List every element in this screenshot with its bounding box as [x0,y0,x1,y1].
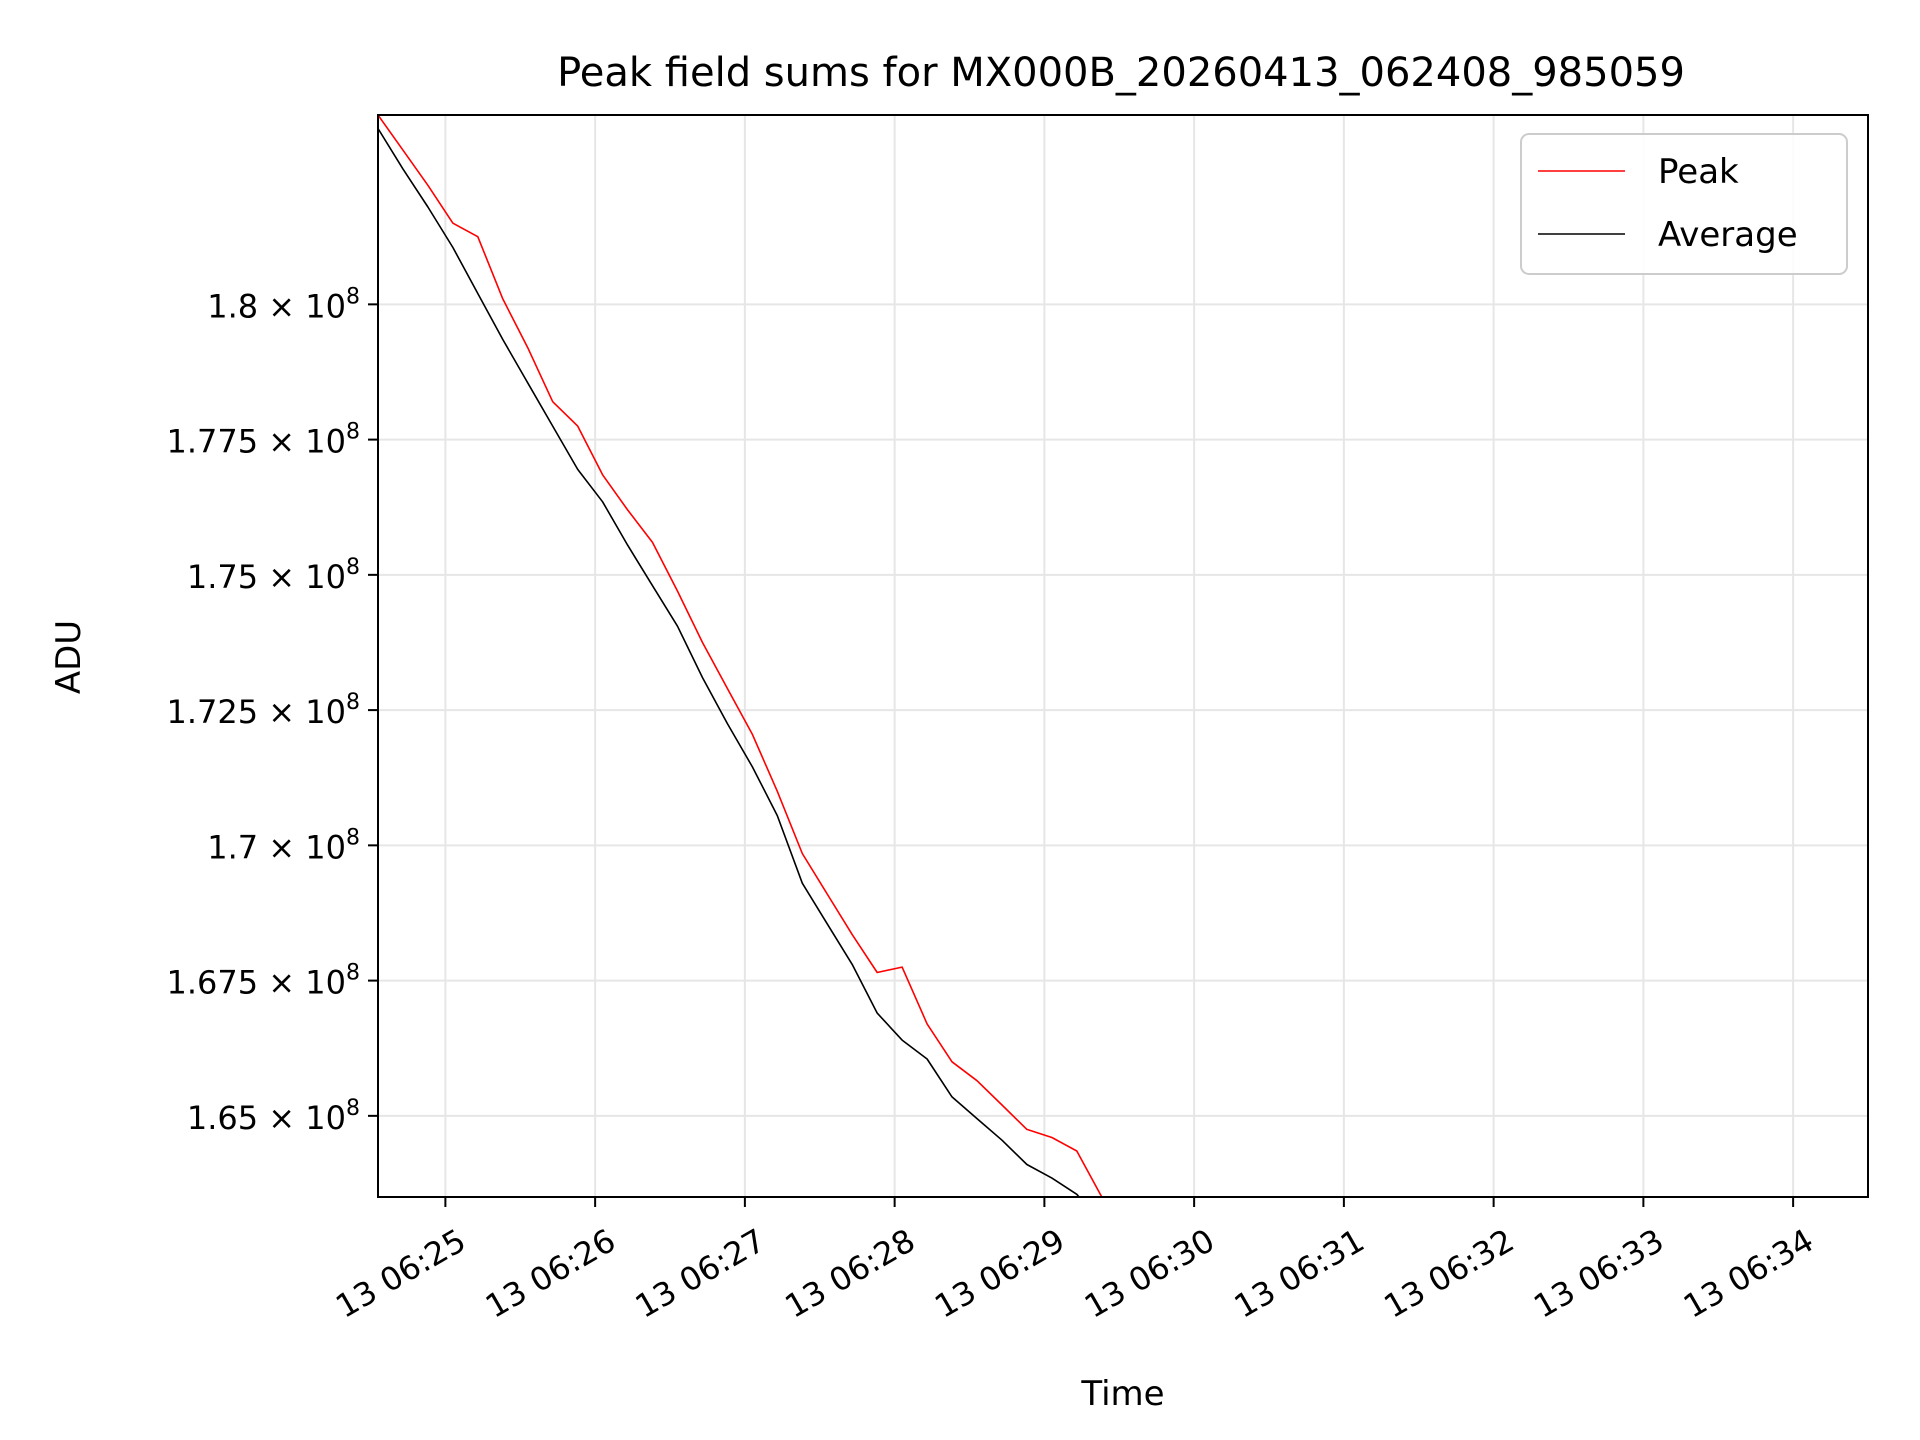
y-tick-mantissa: 1.65 [187,1099,268,1137]
y-tick-multiplier: × 10 [268,693,346,731]
y-tick-exponent: 8 [346,555,360,580]
series-line-peak [378,115,1103,1197]
y-tick-mantissa: 1.725 [167,693,269,731]
y-tick-exponent: 8 [346,961,360,986]
y-axis-label: ADU [49,620,89,694]
y-tick-multiplier: × 10 [268,287,346,325]
y-tick-mantissa: 1.7 [207,828,268,866]
y-tick-label: 1.8 × 108 [207,284,360,325]
y-tick-exponent: 8 [346,420,360,445]
y-tick-multiplier: × 10 [268,828,346,866]
y-tick-exponent: 8 [346,284,360,309]
y-tick-mantissa: 1.75 [187,558,268,596]
legend-peak-label: Peak [1658,152,1739,192]
y-tick-exponent: 8 [346,825,360,850]
y-tick-label: 1.7 × 108 [207,825,360,866]
y-tick-mantissa: 1.675 [167,964,269,1002]
y-tick-multiplier: × 10 [268,1099,346,1137]
y-tick-exponent: 8 [346,1096,360,1121]
x-axis-label: Time [1080,1374,1164,1414]
legend-average-label: Average [1658,215,1798,255]
y-tick-label: 1.775 × 108 [167,420,360,461]
chart-title: Peak field sums for MX000B_20260413_0624… [557,50,1685,96]
y-tick-label: 1.675 × 108 [167,961,360,1002]
y-tick-mantissa: 1.775 [167,423,269,461]
y-tick-label: 1.725 × 108 [167,690,360,731]
y-tick-mantissa: 1.8 [207,287,268,325]
y-tick-exponent: 8 [346,690,360,715]
y-tick-multiplier: × 10 [268,423,346,461]
y-tick-label: 1.75 × 108 [187,555,360,596]
grid-layer [378,115,1868,1197]
y-tick-label: 1.65 × 108 [187,1096,360,1137]
legend: Peak Average [1520,133,1848,275]
series-line-average [378,128,1081,1197]
y-tick-multiplier: × 10 [268,558,346,596]
y-tick-multiplier: × 10 [268,964,346,1002]
legend-box [1520,133,1848,275]
plot-frame [377,114,1869,1198]
plot-area [378,115,1103,1197]
